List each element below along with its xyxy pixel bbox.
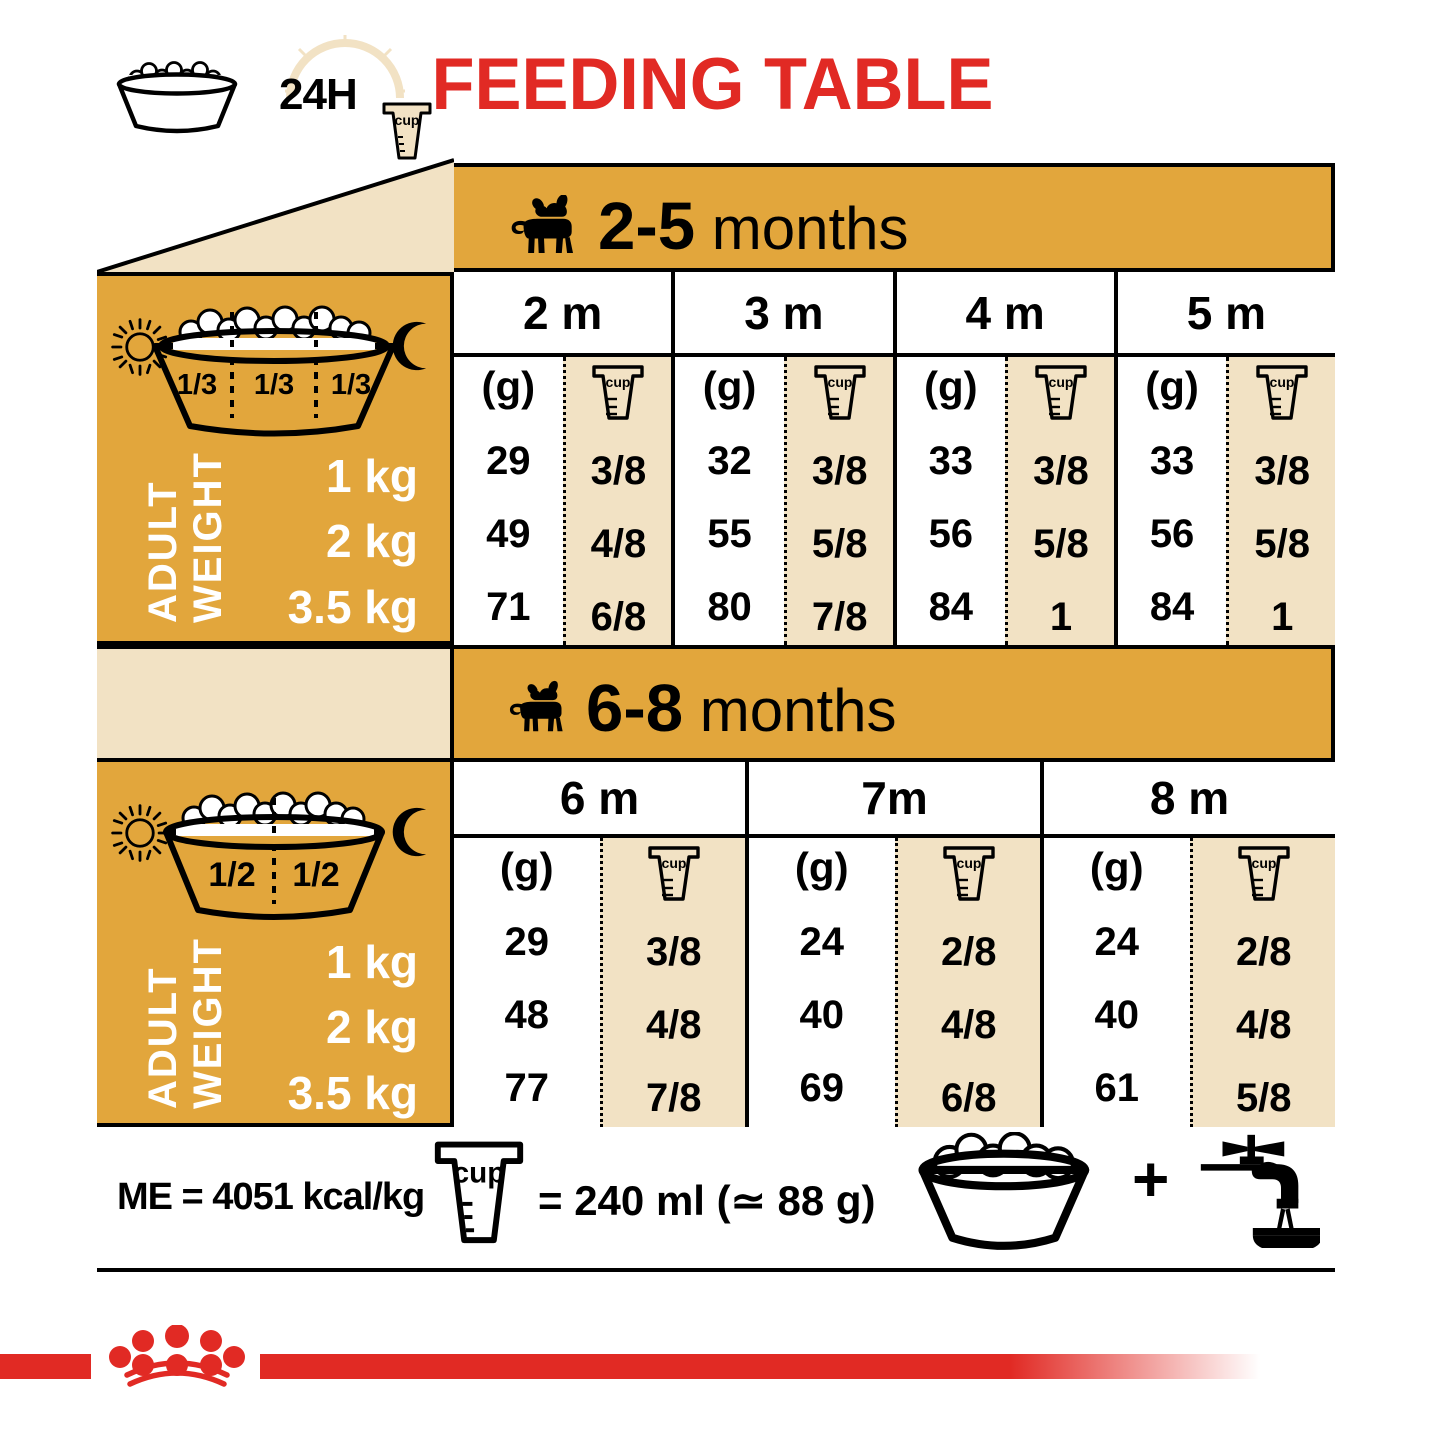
svg-text:cup: cup: [661, 855, 686, 871]
svg-text:cup: cup: [956, 855, 981, 871]
svg-text:1/2: 1/2: [208, 856, 255, 894]
svg-text:cup: cup: [1251, 855, 1276, 871]
svg-text:cup: cup: [827, 374, 852, 390]
svg-text:cup: cup: [395, 112, 420, 128]
svg-text:cup: cup: [453, 1156, 506, 1189]
svg-text:1/2: 1/2: [292, 856, 339, 894]
svg-text:1/3: 1/3: [254, 369, 294, 401]
svg-text:cup: cup: [1270, 374, 1295, 390]
svg-text:1/3: 1/3: [331, 369, 371, 401]
svg-text:1/3: 1/3: [177, 369, 217, 401]
svg-text:cup: cup: [1048, 374, 1073, 390]
svg-text:cup: cup: [606, 374, 631, 390]
